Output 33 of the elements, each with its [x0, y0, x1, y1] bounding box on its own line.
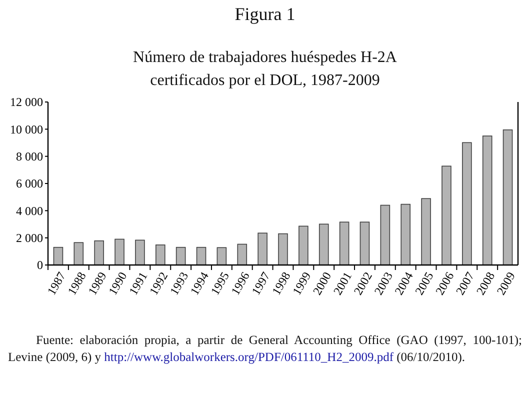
bar: [442, 166, 452, 266]
bar: [380, 204, 390, 266]
y-tick-label: 4 000: [16, 204, 43, 218]
y-tick-label: 0: [37, 258, 43, 272]
chart-title: Figura 1: [234, 3, 296, 26]
y-tick-label: 6 000: [16, 176, 43, 191]
bar: [155, 244, 166, 266]
bar: [421, 198, 431, 266]
bar: [74, 242, 84, 266]
bar: [258, 232, 268, 266]
y-tick-label: 10 000: [10, 122, 43, 136]
bar: [462, 142, 472, 266]
bar: [360, 222, 370, 266]
chart-subtitle: Número de trabajadores huéspedes H-2A certificados por el DOL, 1987-2009: [132, 48, 398, 91]
bar: [339, 222, 350, 266]
source-note: Fuente: elaboración propia, a partir de General Accounting Office (GAO (1997, 100-101); Levine (2009, 6) y http://www.globalworkers.org/PDF/061110_H2_2009.pdf (06/10/2010).: [8, 333, 522, 364]
bar: [216, 247, 227, 266]
bar: [298, 226, 308, 266]
bar: [114, 238, 124, 266]
bar: [53, 246, 64, 266]
bar: [400, 204, 411, 266]
bar: [482, 136, 492, 266]
bar: [237, 244, 248, 266]
y-tick-label: 2 000: [16, 231, 43, 246]
bar: [135, 240, 145, 266]
bar: [318, 224, 329, 266]
bar: [196, 246, 206, 266]
y-tick-label: 12 000: [10, 95, 43, 110]
bar: [94, 240, 104, 266]
y-tick-label: 8 000: [16, 150, 43, 164]
bar: [176, 246, 186, 266]
bar: [502, 129, 513, 266]
bar: [278, 233, 288, 266]
